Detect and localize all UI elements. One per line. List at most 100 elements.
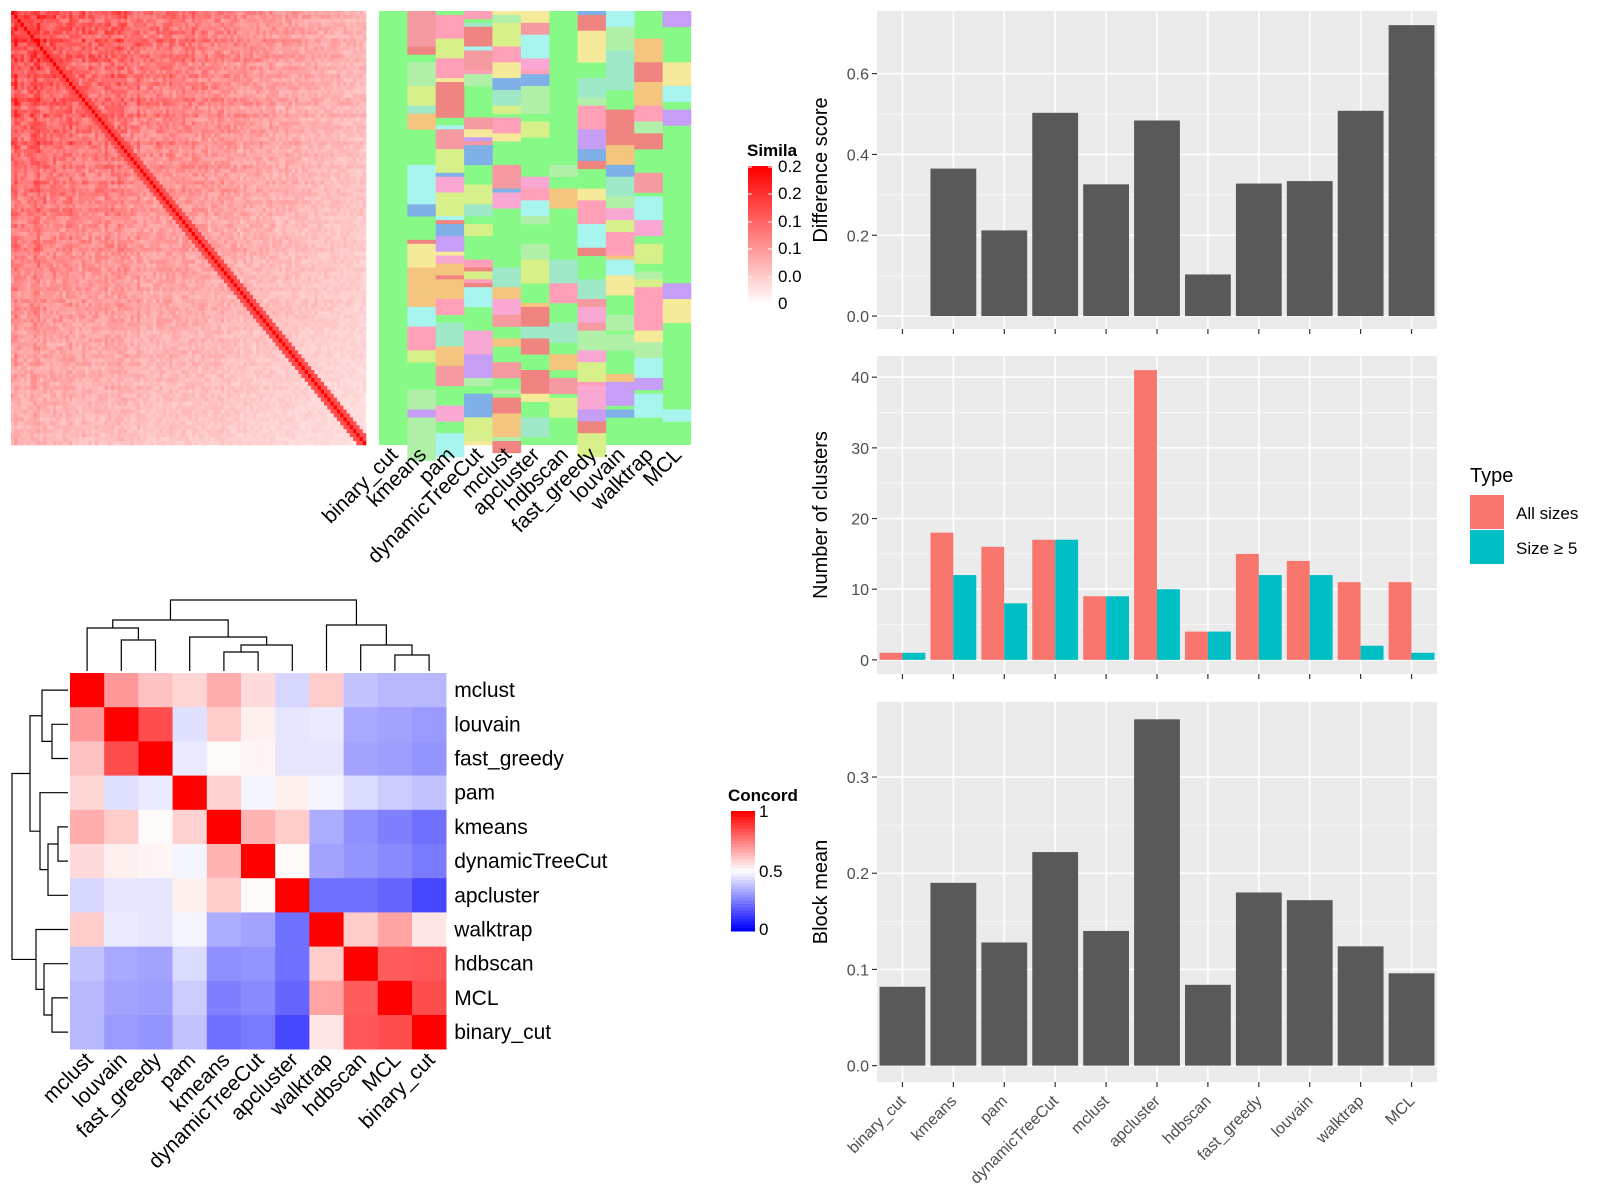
- similarity-cell: [233, 184, 238, 189]
- similarity-cell: [275, 149, 280, 154]
- similarity-cell: [182, 109, 186, 114]
- similarity-cell: [88, 97, 92, 103]
- similarity-cell: [94, 30, 99, 35]
- similarity-cell: [162, 176, 167, 181]
- similarity-cell: [20, 105, 25, 110]
- similarity-cell: [240, 82, 244, 87]
- similarity-cell: [98, 125, 102, 130]
- similarity-cell: [333, 85, 338, 91]
- similarity-cell: [256, 50, 260, 55]
- similarity-cell: [130, 156, 134, 162]
- similarity-cell: [40, 54, 44, 59]
- similarity-cell: [43, 26, 47, 32]
- similarity-cell: [204, 97, 209, 103]
- similarity-cell: [159, 97, 163, 103]
- similarity-cell: [336, 22, 341, 28]
- similarity-cell: [59, 129, 63, 134]
- similarity-cell: [220, 74, 225, 79]
- similarity-cell: [317, 172, 322, 178]
- similarity-cell: [104, 22, 109, 28]
- similarity-cell: [295, 85, 299, 91]
- similarity-cell: [336, 50, 341, 55]
- similarity-cell: [23, 89, 28, 95]
- similarity-cell: [101, 117, 105, 122]
- similarity-cell: [278, 156, 283, 162]
- similarity-cell: [324, 93, 328, 99]
- similarity-cell: [117, 133, 122, 138]
- similarity-cell: [88, 11, 92, 16]
- similarity-cell: [107, 38, 112, 43]
- similarity-cell: [324, 62, 328, 67]
- similarity-cell: [46, 168, 51, 174]
- similarity-cell: [114, 78, 118, 83]
- similarity-cell: [343, 172, 347, 178]
- similarity-cell: [136, 58, 141, 63]
- similarity-cell: [59, 149, 63, 154]
- similarity-cell: [153, 42, 157, 47]
- similarity-cell: [275, 34, 280, 39]
- similarity-cell: [349, 153, 354, 158]
- similarity-cell: [49, 153, 54, 158]
- similarity-cell: [62, 125, 67, 130]
- similarity-cell: [278, 184, 283, 189]
- similarity-cell: [327, 176, 331, 181]
- similarity-cell: [220, 30, 225, 35]
- similarity-cell: [169, 54, 173, 59]
- similarity-cell: [136, 26, 141, 32]
- similarity-cell: [256, 26, 260, 32]
- similarity-cell: [72, 62, 76, 67]
- similarity-cell: [269, 141, 273, 146]
- similarity-cell: [117, 129, 122, 134]
- similarity-cell: [169, 145, 173, 150]
- similarity-cell: [27, 18, 31, 24]
- similarity-cell: [224, 105, 228, 110]
- similarity-cell: [156, 168, 160, 174]
- similarity-cell: [349, 42, 354, 47]
- similarity-cell: [72, 172, 76, 178]
- similarity-cell: [191, 58, 196, 63]
- similarity-cell: [265, 42, 270, 47]
- similarity-cell: [288, 18, 293, 24]
- similarity-cell: [320, 117, 325, 122]
- similarity-cell: [14, 153, 18, 158]
- similarity-cell: [27, 172, 31, 178]
- similarity-cell: [278, 137, 283, 142]
- similarity-cell: [101, 160, 105, 166]
- similarity-cell: [182, 70, 186, 75]
- similarity-cell: [14, 180, 18, 185]
- similarity-cell: [198, 66, 202, 71]
- similarity-cell: [136, 82, 141, 87]
- similarity-cell: [246, 141, 251, 146]
- similarity-cell: [298, 176, 302, 181]
- similarity-cell: [185, 89, 189, 95]
- similarity-cell: [282, 105, 286, 110]
- similarity-cell: [301, 137, 305, 142]
- similarity-cell: [207, 137, 212, 142]
- similarity-cell: [346, 125, 351, 130]
- similarity-cell: [156, 18, 160, 24]
- similarity-cell: [49, 34, 54, 39]
- similarity-cell: [217, 145, 222, 150]
- similarity-cell: [169, 58, 173, 63]
- similarity-cell: [59, 66, 63, 71]
- similarity-cell: [204, 129, 209, 134]
- similarity-cell: [259, 30, 264, 35]
- similarity-cell: [285, 14, 289, 20]
- similarity-cell: [69, 89, 73, 95]
- similarity-cell: [98, 176, 102, 181]
- similarity-cell: [353, 30, 357, 35]
- similarity-cell: [20, 141, 25, 146]
- similarity-cell: [191, 66, 196, 71]
- similarity-cell: [304, 58, 309, 63]
- similarity-cell: [204, 156, 209, 162]
- similarity-cell: [140, 34, 144, 39]
- similarity-cell: [356, 14, 360, 20]
- similarity-cell: [88, 129, 92, 134]
- similarity-cell: [17, 74, 21, 79]
- similarity-cell: [117, 145, 122, 150]
- similarity-cell: [111, 70, 115, 75]
- similarity-cell: [23, 133, 28, 138]
- similarity-cell: [104, 172, 109, 178]
- similarity-cell: [69, 101, 73, 106]
- similarity-cell: [59, 34, 63, 39]
